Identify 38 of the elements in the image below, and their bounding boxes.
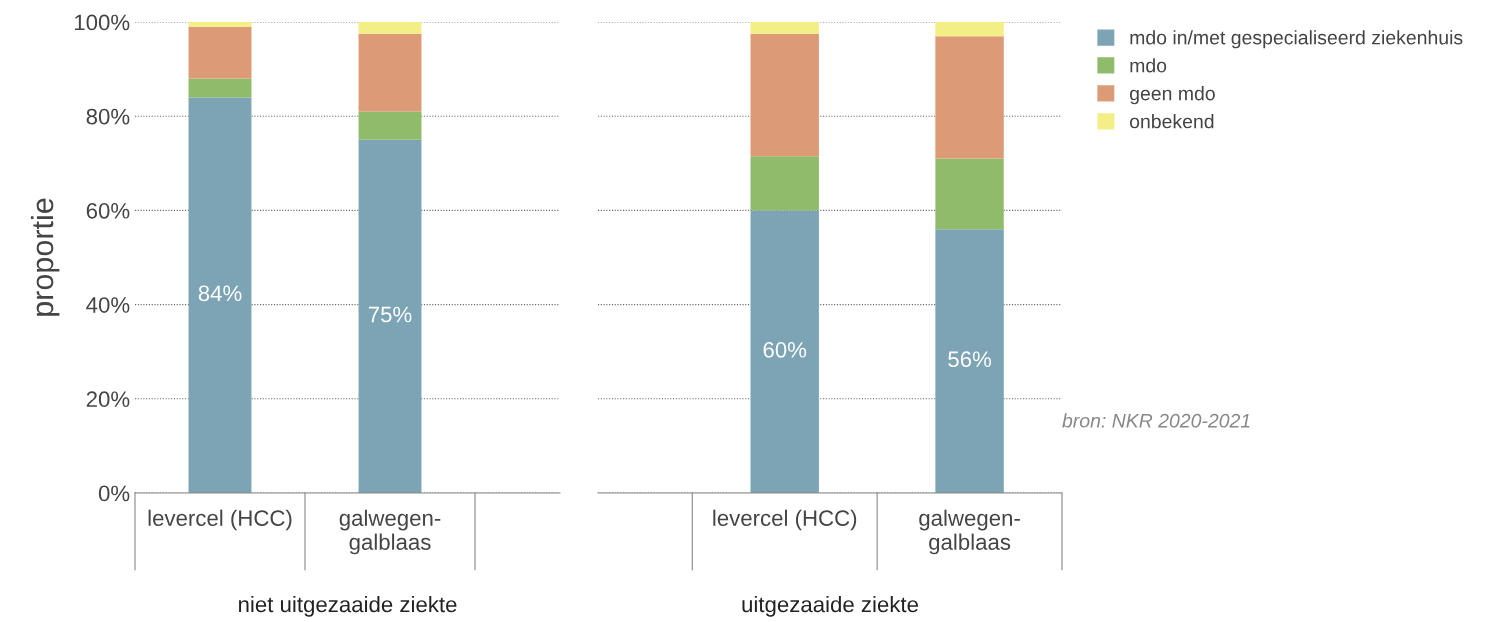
data-label: 56% [948,351,992,368]
bar [935,229,1004,493]
y-tick-label: 60% [86,202,130,219]
legend-label: geen mdo [1129,86,1215,105]
bar [188,26,252,79]
text: bron: NKR 2020-2021 [1062,413,1250,428]
x-tick-label: levercel (HCC) [713,509,857,531]
y-tick-label: 40% [86,297,130,313]
bar [188,78,252,98]
y-tick-label: 20% [86,391,130,408]
x-axis-title: uitgezaaide ziekte [742,595,918,617]
x-tick-label: galwegen- galblaas [919,509,1020,555]
legend-label: mdo in/met gespecialiseerd ziekenhuis [1130,30,1463,49]
bar [750,210,819,493]
y-axis-title: proportie [30,198,60,316]
x-tick-label: galwegen- galblaas [339,509,441,555]
legend-label: onbekend [1129,114,1214,129]
bar [358,111,422,140]
bar [750,22,819,34]
bar [750,33,819,157]
x-tick-label: levercel (HCC) [148,509,292,531]
bar [935,22,1004,37]
bar [750,156,819,211]
bar [188,97,252,493]
data-label: 84% [198,285,242,302]
data-label: 60% [763,341,807,358]
bar [188,22,252,27]
y-tick-label: 100% [75,14,130,31]
bar [358,22,422,34]
bar [935,36,1004,159]
bar [358,33,422,112]
x-axis-title: niet uitgezaaide ziekte [239,595,457,617]
data-label: 75% [368,306,412,323]
legend-label: mdo [1130,58,1167,73]
bar [935,158,1004,230]
bar [358,139,422,493]
y-tick-label: 80% [86,108,130,125]
y-tick-label: 0% [98,485,130,502]
